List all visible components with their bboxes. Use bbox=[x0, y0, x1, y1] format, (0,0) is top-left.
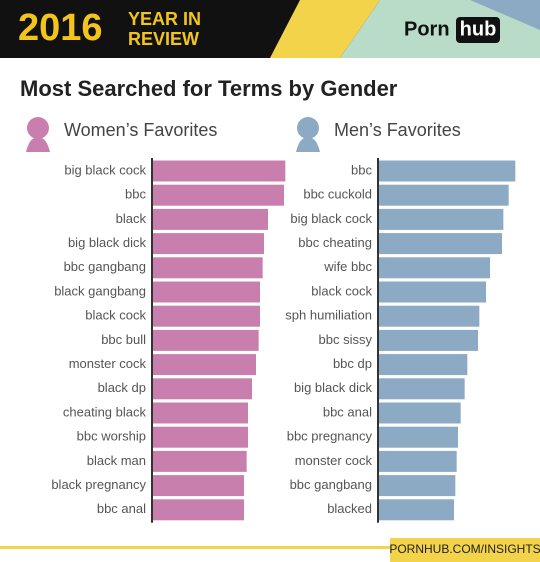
bar bbox=[152, 475, 244, 497]
category-label: black dp bbox=[98, 380, 146, 395]
bar bbox=[378, 160, 516, 182]
logo: Porn bbox=[404, 18, 450, 40]
bar bbox=[152, 208, 268, 230]
category-label: big black cock bbox=[290, 211, 372, 226]
bar bbox=[378, 402, 461, 424]
category-label: black gangbang bbox=[54, 283, 146, 298]
bar bbox=[152, 329, 259, 351]
category-label: big black cock bbox=[64, 162, 146, 177]
bar bbox=[378, 281, 486, 303]
bar bbox=[378, 426, 458, 448]
bar bbox=[152, 450, 247, 472]
category-label: black bbox=[116, 211, 147, 226]
category-label: monster cock bbox=[295, 453, 373, 468]
bar bbox=[152, 426, 248, 448]
category-label: black man bbox=[87, 453, 146, 468]
category-label: monster cock bbox=[69, 356, 147, 371]
category-label: big black dick bbox=[294, 380, 373, 395]
category-label: cheating black bbox=[63, 404, 147, 419]
bar bbox=[152, 354, 256, 376]
bar bbox=[152, 378, 252, 400]
category-label: bbc sissy bbox=[319, 332, 373, 347]
year: 2016 bbox=[18, 7, 103, 49]
logo: hub bbox=[460, 18, 497, 40]
category-label: big black dick bbox=[68, 235, 147, 250]
bar bbox=[152, 402, 248, 424]
category-label: bbc bbox=[351, 162, 372, 177]
category-label: black pregnancy bbox=[51, 477, 146, 492]
category-label: bbc cuckold bbox=[303, 187, 372, 202]
category-label: bbc dp bbox=[333, 356, 372, 371]
category-label: bbc bull bbox=[101, 332, 146, 347]
logo-box bbox=[456, 17, 500, 43]
panel-subtitle: Women’s Favorites bbox=[64, 120, 217, 140]
bar bbox=[152, 233, 264, 255]
bar bbox=[378, 208, 504, 230]
bar bbox=[378, 475, 456, 497]
decor bbox=[470, 0, 540, 30]
woman-icon bbox=[26, 117, 50, 152]
bar bbox=[152, 281, 260, 303]
bar bbox=[378, 233, 502, 255]
category-label: bbc anal bbox=[323, 404, 372, 419]
bar bbox=[378, 305, 480, 327]
category-label: wife bbc bbox=[323, 259, 372, 274]
category-label: bbc anal bbox=[97, 501, 146, 516]
footer-line bbox=[0, 546, 540, 549]
category-label: blacked bbox=[327, 501, 372, 516]
bar bbox=[378, 184, 509, 206]
category-label: sph humiliation bbox=[285, 308, 372, 323]
decor bbox=[340, 0, 540, 58]
bar bbox=[152, 499, 244, 521]
tagline: REVIEW bbox=[128, 29, 199, 49]
category-label: bbc pregnancy bbox=[287, 429, 373, 444]
bar bbox=[378, 257, 490, 279]
bar bbox=[152, 257, 263, 279]
bar bbox=[378, 329, 478, 351]
category-label: bbc cheating bbox=[298, 235, 372, 250]
man-icon bbox=[296, 117, 320, 152]
bar bbox=[152, 305, 260, 327]
footer: PORNHUB.COM/INSIGHTS bbox=[389, 542, 540, 556]
category-label: bbc gangbang bbox=[64, 259, 146, 274]
panel-subtitle: Men’s Favorites bbox=[334, 120, 461, 140]
decor bbox=[270, 0, 380, 58]
bar bbox=[152, 184, 284, 206]
bar bbox=[378, 378, 465, 400]
bar bbox=[152, 160, 286, 182]
category-label: black cock bbox=[85, 308, 146, 323]
tagline: YEAR IN bbox=[128, 9, 201, 29]
category-label: bbc bbox=[125, 187, 146, 202]
category-label: bbc worship bbox=[77, 429, 146, 444]
footer-box bbox=[390, 538, 540, 562]
chart-title: Most Searched for Terms by Gender bbox=[20, 76, 398, 101]
category-label: bbc gangbang bbox=[290, 477, 372, 492]
category-label: black cock bbox=[311, 283, 372, 298]
bar bbox=[378, 499, 454, 521]
bar bbox=[378, 354, 468, 376]
bar bbox=[378, 450, 457, 472]
